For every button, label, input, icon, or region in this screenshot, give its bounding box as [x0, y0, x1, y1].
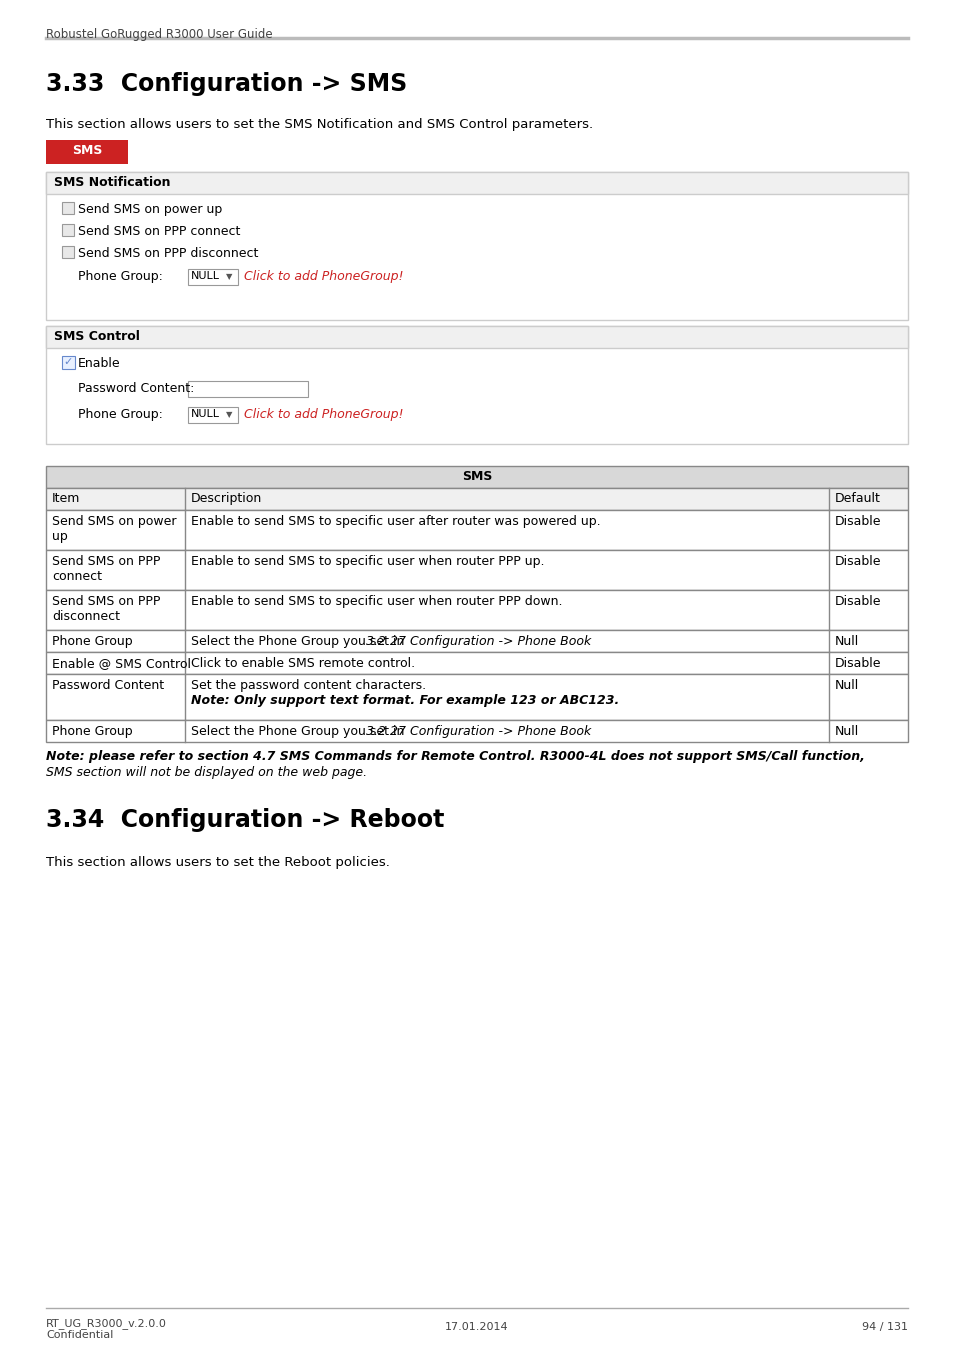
- Bar: [46, 510, 907, 549]
- Bar: [46, 549, 907, 590]
- Text: Enable to send SMS to specific user when router PPP down.: Enable to send SMS to specific user when…: [191, 595, 562, 608]
- Text: This section allows users to set the SMS Notification and SMS Control parameters: This section allows users to set the SMS…: [46, 117, 593, 131]
- Text: Click to enable SMS remote control.: Click to enable SMS remote control.: [191, 657, 415, 670]
- Text: Disable: Disable: [834, 595, 881, 608]
- Text: SMS: SMS: [461, 470, 492, 483]
- Text: SMS section will not be displayed on the web page.: SMS section will not be displayed on the…: [46, 765, 367, 779]
- Text: Note: please refer to section 4.7 SMS Commands for Remote Control. R3000-4L does: Note: please refer to section 4.7 SMS Co…: [46, 751, 864, 763]
- Text: 3.34  Configuration -> Reboot: 3.34 Configuration -> Reboot: [46, 809, 444, 832]
- Text: Enable to send SMS to specific user when router PPP up.: Enable to send SMS to specific user when…: [191, 555, 544, 568]
- Bar: [46, 590, 907, 630]
- Text: ✓: ✓: [63, 356, 72, 367]
- Text: Description: Description: [191, 491, 262, 505]
- Bar: [46, 630, 907, 652]
- Text: SMS Notification: SMS Notification: [54, 176, 171, 189]
- Text: Send SMS on PPP connect: Send SMS on PPP connect: [78, 225, 240, 238]
- Bar: [46, 720, 907, 743]
- Text: Null: Null: [834, 679, 859, 693]
- Bar: [46, 171, 907, 320]
- Bar: [46, 140, 128, 163]
- Text: Set the password content characters.: Set the password content characters.: [191, 679, 426, 693]
- Text: Phone Group:: Phone Group:: [78, 270, 163, 284]
- Text: Click to add PhoneGroup!: Click to add PhoneGroup!: [240, 408, 403, 421]
- Text: Default: Default: [834, 491, 880, 505]
- Bar: [188, 381, 308, 397]
- Text: Phone Group: Phone Group: [52, 725, 132, 738]
- Text: 94 / 131: 94 / 131: [862, 1322, 907, 1332]
- Text: Disable: Disable: [834, 514, 881, 528]
- Text: Send SMS on PPP: Send SMS on PPP: [52, 595, 160, 608]
- Text: NULL: NULL: [191, 271, 220, 281]
- Text: Phone Group: Phone Group: [52, 634, 132, 648]
- Text: Send SMS on power up: Send SMS on power up: [78, 202, 222, 216]
- Bar: [46, 171, 907, 194]
- Text: Password Content: Password Content: [52, 679, 164, 693]
- Text: Confidential: Confidential: [46, 1330, 113, 1341]
- Bar: [46, 325, 907, 348]
- Bar: [188, 269, 237, 285]
- Text: Item: Item: [52, 491, 80, 505]
- Text: connect: connect: [52, 570, 102, 583]
- Text: Send SMS on PPP disconnect: Send SMS on PPP disconnect: [78, 247, 258, 261]
- Text: SMS Control: SMS Control: [54, 329, 140, 343]
- Text: Null: Null: [834, 725, 859, 738]
- Text: ▼: ▼: [226, 410, 233, 418]
- Bar: [46, 674, 907, 720]
- Text: 3.2.27 Configuration -> Phone Book: 3.2.27 Configuration -> Phone Book: [366, 634, 591, 648]
- Bar: [46, 466, 907, 487]
- Text: 3.33  Configuration -> SMS: 3.33 Configuration -> SMS: [46, 72, 407, 96]
- Text: Disable: Disable: [834, 555, 881, 568]
- Text: 17.01.2014: 17.01.2014: [445, 1322, 508, 1332]
- Bar: [62, 356, 75, 369]
- Text: SMS: SMS: [71, 144, 102, 157]
- Text: Password Content:: Password Content:: [78, 382, 194, 396]
- Bar: [46, 487, 907, 510]
- Text: RT_UG_R3000_v.2.0.0: RT_UG_R3000_v.2.0.0: [46, 1318, 167, 1328]
- Bar: [46, 652, 907, 674]
- Text: This section allows users to set the Reboot policies.: This section allows users to set the Reb…: [46, 856, 390, 869]
- Text: Enable @ SMS Control: Enable @ SMS Control: [52, 657, 191, 670]
- Text: 3.2.27 Configuration -> Phone Book: 3.2.27 Configuration -> Phone Book: [366, 725, 591, 738]
- Bar: [188, 406, 237, 423]
- Text: Send SMS on PPP: Send SMS on PPP: [52, 555, 160, 568]
- Text: Select the Phone Group you set in: Select the Phone Group you set in: [191, 634, 408, 648]
- Text: NULL: NULL: [191, 409, 220, 418]
- Bar: [62, 202, 74, 215]
- Text: up: up: [52, 531, 68, 543]
- Text: Phone Group:: Phone Group:: [78, 408, 163, 421]
- Text: Robustel GoRugged R3000 User Guide: Robustel GoRugged R3000 User Guide: [46, 28, 273, 40]
- Text: Select the Phone Group you set in: Select the Phone Group you set in: [191, 725, 408, 738]
- Text: disconnect: disconnect: [52, 610, 120, 622]
- Bar: [62, 224, 74, 236]
- Text: Null: Null: [834, 634, 859, 648]
- Text: Enable to send SMS to specific user after router was powered up.: Enable to send SMS to specific user afte…: [191, 514, 600, 528]
- Text: Disable: Disable: [834, 657, 881, 670]
- Bar: [62, 246, 74, 258]
- Text: Click to add PhoneGroup!: Click to add PhoneGroup!: [240, 270, 403, 284]
- Text: Send SMS on power: Send SMS on power: [52, 514, 176, 528]
- Text: Enable: Enable: [78, 356, 120, 370]
- Bar: [46, 325, 907, 444]
- Text: ▼: ▼: [226, 271, 233, 281]
- Text: Note: Only support text format. For example 123 or ABC123.: Note: Only support text format. For exam…: [191, 694, 618, 707]
